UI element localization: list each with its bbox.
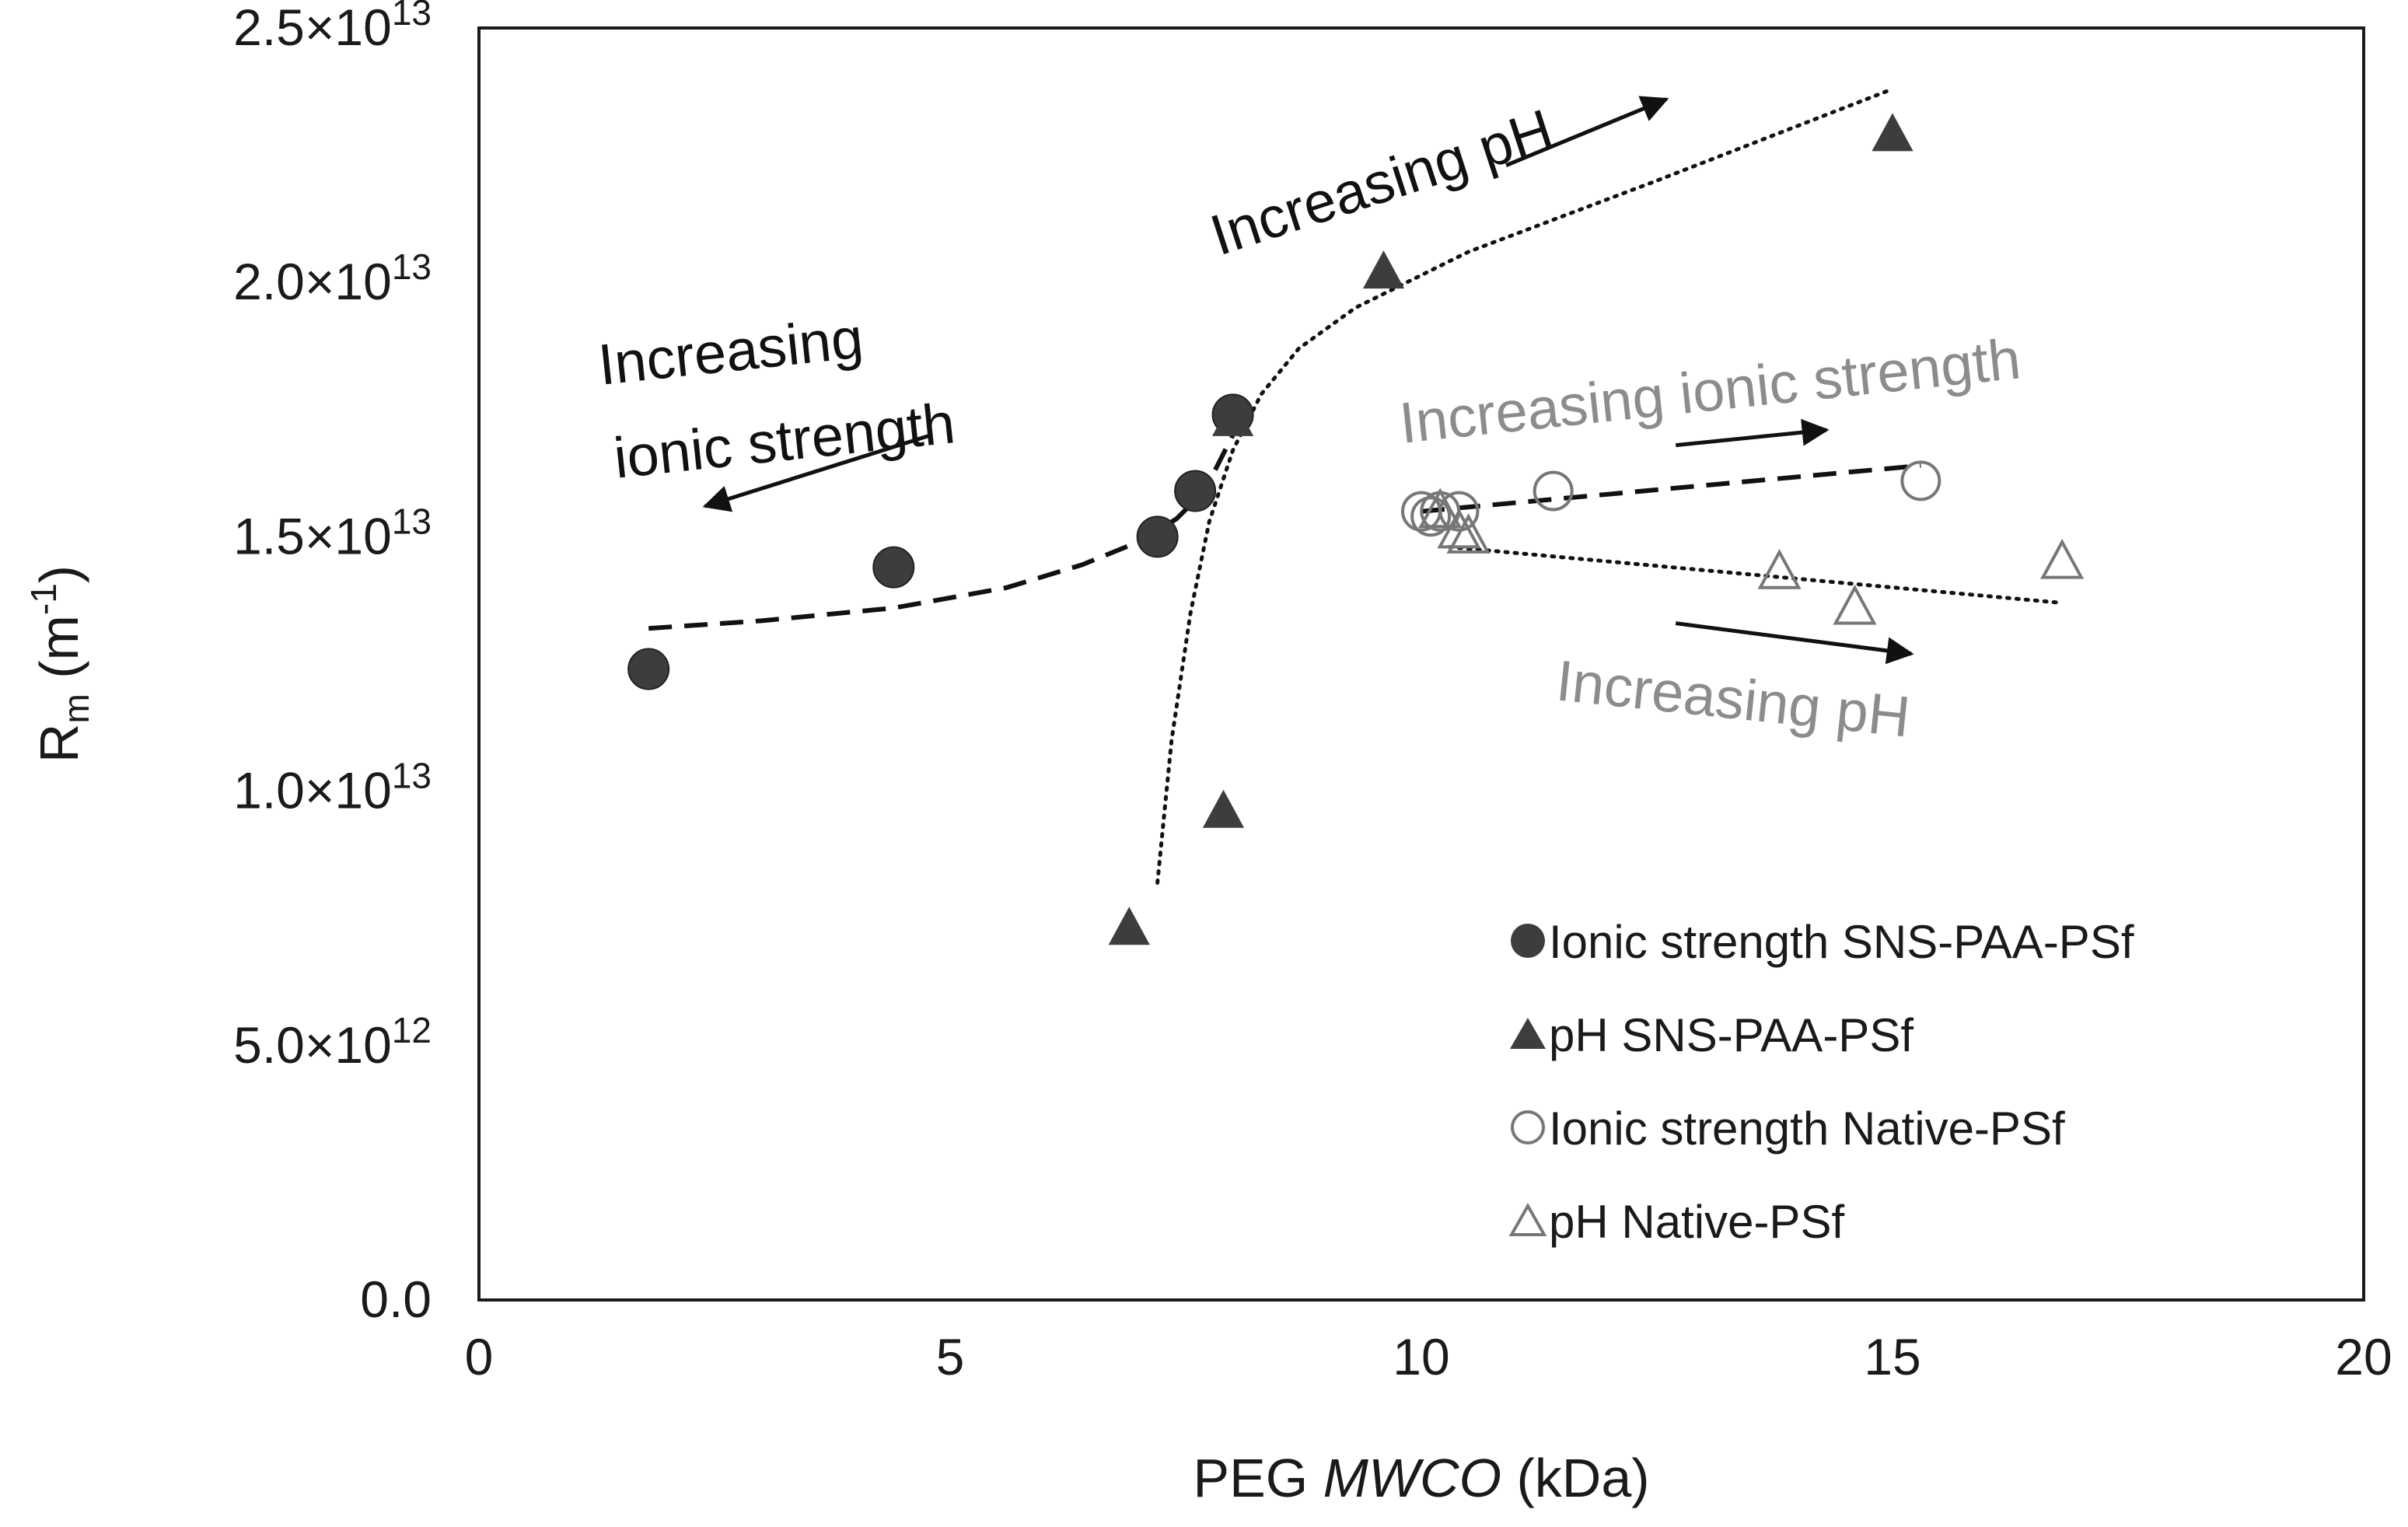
point-ph-native-psf-4: [1833, 584, 1877, 625]
y-tick-label-5: 2.5×1013: [233, 0, 432, 56]
point-ph-native-psf-3: [1757, 549, 1802, 589]
y-tick-label-0: 0.0: [360, 1270, 432, 1328]
annotation-arrow-2: [702, 433, 932, 512]
legend: Ionic strength SNS-PAA-PSf pH SNS-PAA-PS…: [1508, 916, 2134, 1248]
point-ph-sns-paa-psf-0: [1108, 907, 1150, 945]
x-tick-label-2: 10: [1393, 1328, 1449, 1385]
point-ph-sns-paa-psf-3: [1362, 250, 1405, 289]
point-ionic-strength-native-psf-5: [1900, 460, 1941, 501]
annotation-arrow-0: [1505, 96, 1669, 167]
annotation-increasing-ionic-strength-gray: Increasing ionic strength: [1396, 326, 2023, 455]
point-ph-sns-paa-psf-4: [1872, 113, 1913, 152]
data-points: [627, 113, 2085, 945]
point-ph-sns-paa-psf-1: [1202, 789, 1245, 828]
legend-marker-ionic-strength-native-psf: [1511, 1110, 1545, 1144]
legend-marker-ph-native-psf: [1508, 1202, 1547, 1236]
annotation-arrows: [702, 96, 1914, 665]
plot-frame: [477, 26, 2365, 1302]
x-tick-label-4: 20: [2335, 1328, 2392, 1385]
point-ionic-strength-sns-paa-psf-0: [627, 648, 670, 690]
point-ionic-strength-native-psf-4: [1533, 470, 1574, 512]
legend-label-ph-native-psf: pH Native-PSf: [1549, 1196, 1844, 1248]
legend-marker-ph-sns-paa-psf: [1510, 1018, 1546, 1049]
legend-marker-ionic-strength-sns-paa-psf: [1511, 924, 1545, 958]
trendlines: [648, 87, 2064, 885]
x-axis-title: PEG MWCO (kDa): [1193, 1448, 1649, 1508]
y-tick-label-2: 1.0×1013: [233, 756, 432, 819]
point-ph-native-psf-1: [1437, 508, 1481, 549]
trendline-ionic-strength-sns-paa-psf: [648, 434, 1235, 631]
point-ionic-strength-sns-paa-psf-2: [1136, 515, 1179, 558]
point-ionic-strength-sns-paa-psf-3: [1174, 470, 1217, 512]
annotation-increasing-dark: Increasing: [596, 306, 866, 397]
x-tick-label-1: 5: [936, 1328, 965, 1385]
trendline-ionic-strength-native-psf: [1421, 463, 1921, 514]
point-ionic-strength-sns-paa-psf-1: [872, 546, 915, 589]
point-ph-sns-paa-psf-2: [1212, 397, 1254, 436]
x-axis-tick-labels: 0 5 10 15 20: [465, 1328, 2392, 1385]
point-ph-native-psf-0: [1418, 487, 1463, 529]
legend-label-ionic-strength-sns-paa-psf: Ionic strength SNS-PAA-PSf: [1549, 916, 2134, 968]
annotation-increasing-ph-gray: Increasing pH: [1553, 648, 1913, 749]
y-tick-label-1: 5.0×1012: [233, 1010, 432, 1074]
point-ph-native-psf-5: [2040, 538, 2085, 579]
y-tick-label-3: 1.5×1013: [233, 501, 432, 564]
point-ph-native-psf-2: [1446, 513, 1491, 554]
x-tick-label-3: 15: [1864, 1328, 1920, 1385]
x-tick-label-0: 0: [465, 1328, 494, 1385]
annotations: Increasing pH Increasing ionic strength …: [596, 96, 2024, 749]
point-ionic-strength-native-psf-3: [1438, 491, 1480, 532]
annotation-arrow-3: [1675, 418, 1830, 448]
trendline-ph-sns-paa-psf: [1155, 87, 1895, 885]
annotation-ionic-strength-dark: ionic strength: [611, 390, 958, 491]
y-tick-label-4: 2.0×1013: [233, 246, 432, 310]
trendline-ph-native-psf: [1447, 545, 2064, 605]
legend-label-ph-sns-paa-psf: pH SNS-PAA-PSf: [1549, 1009, 1913, 1061]
y-axis-title: Rm (m-1): [23, 565, 96, 763]
annotation-increasing-ph-dark: Increasing pH: [1203, 96, 1560, 267]
y-axis-tick-labels: 0.0 5.0×1012 1.0×1013 1.5×1013 2.0×1013 2.5×1…: [233, 0, 432, 1328]
annotation-arrow-4: [1675, 621, 1914, 665]
point-ionic-strength-native-psf-1: [1410, 496, 1452, 537]
legend-label-ionic-strength-native-psf: Ionic strength Native-PSf: [1549, 1102, 2065, 1155]
